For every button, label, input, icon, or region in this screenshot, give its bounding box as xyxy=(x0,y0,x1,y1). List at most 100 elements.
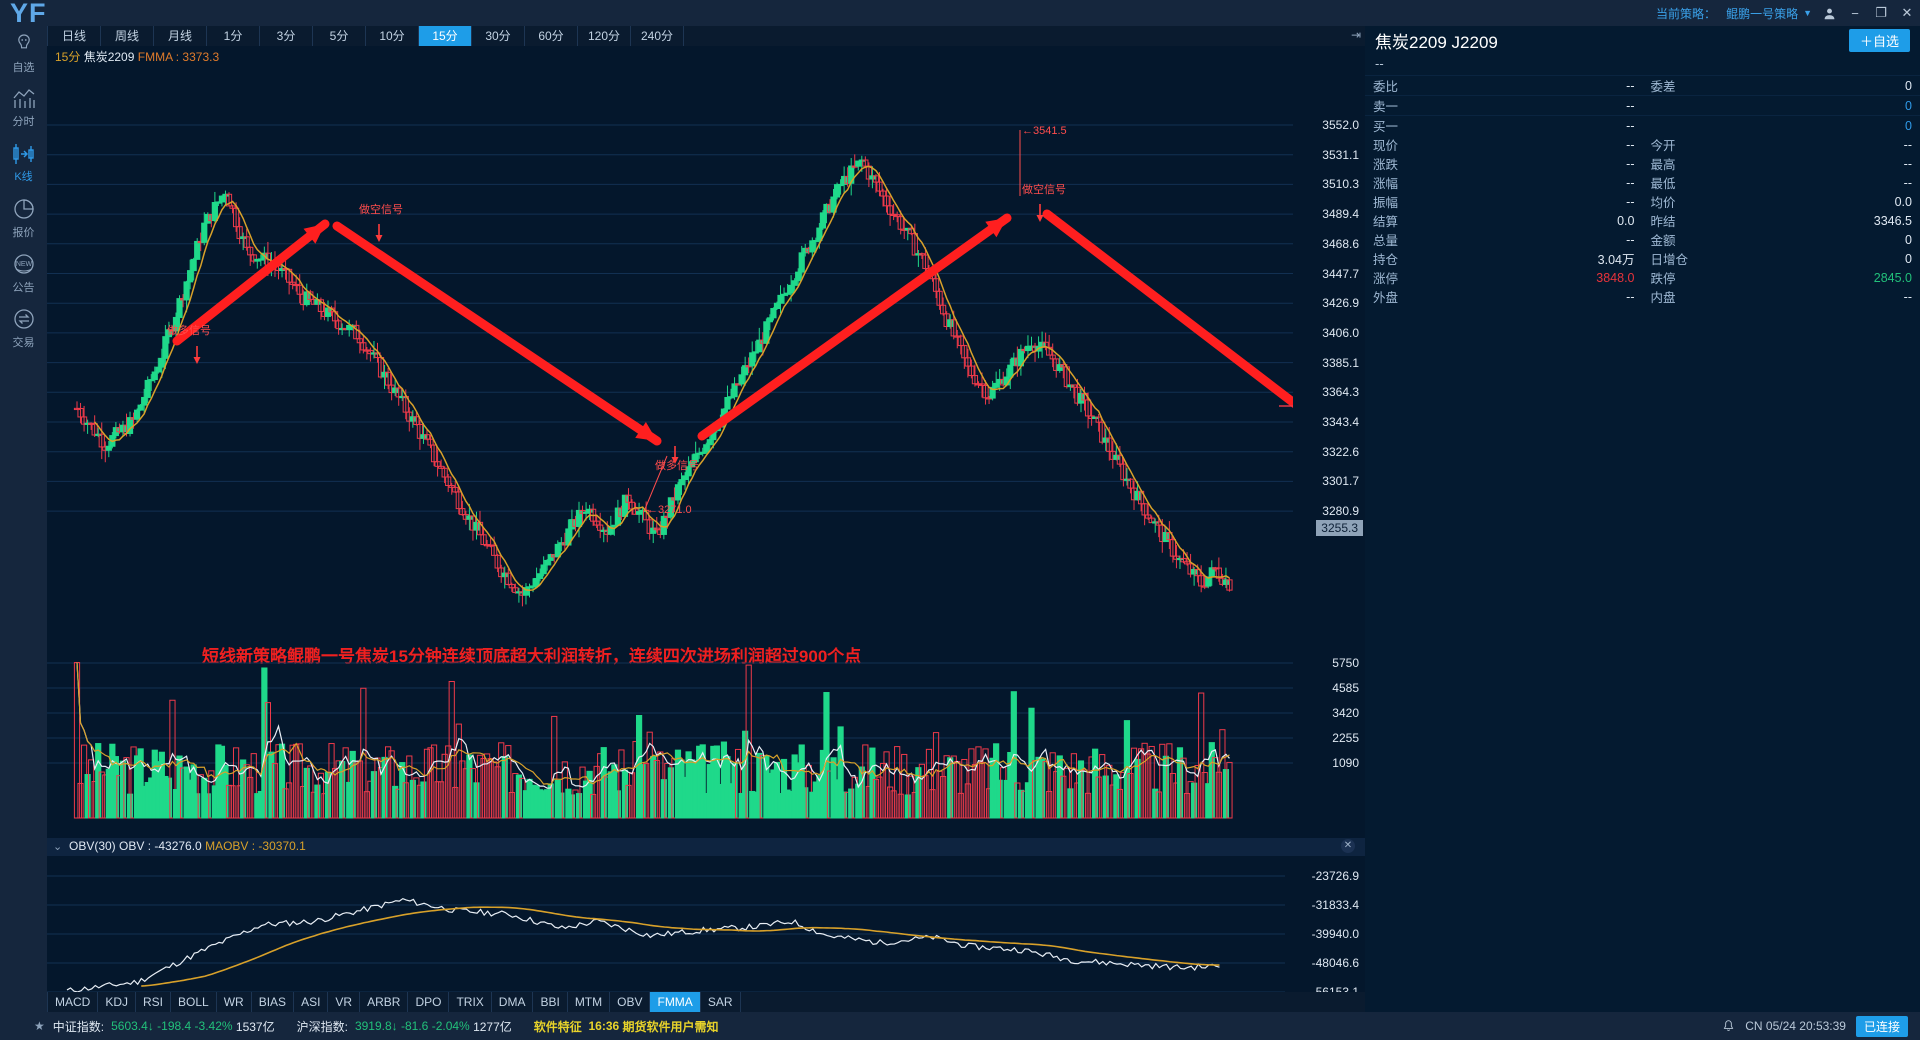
star-icon[interactable]: ★ xyxy=(34,1019,45,1033)
price-axis-label: 3489.4 xyxy=(1322,207,1359,222)
legend-indicator: FMMA : 3373.3 xyxy=(137,50,220,64)
legend-period: 15分 xyxy=(55,50,81,64)
sidebar-item-kline[interactable]: K线 xyxy=(0,136,47,191)
period-tab-1[interactable]: 周线 xyxy=(101,26,154,47)
add-to-favorites-button[interactable]: ＋自选 xyxy=(1848,29,1910,52)
quote-value: -- xyxy=(1626,194,1635,209)
main-price-chart[interactable]: 15分 焦炭2209 FMMA : 3373.3 ←3541.5 做空信号 做空信号… xyxy=(47,46,1365,641)
price-axis-label: 3343.4 xyxy=(1322,415,1359,429)
indicator-tab-rsi[interactable]: RSI xyxy=(136,992,172,1013)
indicator-tab-dma[interactable]: DMA xyxy=(491,992,534,1013)
chevron-down-icon[interactable]: ⌄ xyxy=(53,841,63,853)
quote-label: 委比 xyxy=(1373,80,1399,94)
volume-plot xyxy=(47,662,1293,819)
quote-label: 日增仓 xyxy=(1650,253,1689,267)
svg-text:←3271.0: ←3271.0 xyxy=(647,504,692,516)
minimize-button[interactable]: − xyxy=(1851,5,1859,21)
indicator-tab-vr[interactable]: VR xyxy=(328,992,361,1013)
sidebar-item-quote[interactable]: 报价 xyxy=(0,191,47,246)
period-tab-2[interactable]: 月线 xyxy=(154,26,207,47)
indicator-tab-sar[interactable]: SAR xyxy=(700,992,741,1013)
obv-axis-label: -31833.4 xyxy=(1311,898,1359,912)
period-tab-11[interactable]: 240分 xyxy=(631,26,684,47)
indicator-tab-macd[interactable]: MACD xyxy=(47,992,99,1013)
index2-amount: 1277亿 xyxy=(473,1019,512,1034)
quote-label: 昨结 xyxy=(1650,215,1676,229)
legend-symbol: 焦炭2209 xyxy=(83,50,135,64)
sidebar-item-favorites[interactable]: 自选 xyxy=(0,26,47,81)
quote-label: 结算 xyxy=(1373,215,1399,229)
maximize-button[interactable]: ❐ xyxy=(1875,5,1887,20)
quote-panel: 焦炭2209 J2209 ＋自选 -- 委比 -- 委差 0 卖一 -- 0 买一 -- 0 现价 -… xyxy=(1365,26,1920,1012)
index2-percent: -2.04% xyxy=(431,1019,470,1033)
close-icon[interactable]: ✕ xyxy=(1341,839,1355,853)
notice-tag: 软件特征 xyxy=(533,1019,582,1034)
quote-subvalue: -- xyxy=(1375,56,1384,71)
indicator-tab-bbi[interactable]: BBI xyxy=(533,992,568,1013)
quote-pie-icon xyxy=(13,199,34,219)
indicator-tab-boll[interactable]: BOLL xyxy=(171,992,217,1013)
notice-time: 16:36 xyxy=(588,1019,620,1033)
quote-label: 委差 xyxy=(1650,80,1676,94)
period-tab-5[interactable]: 5分 xyxy=(313,26,366,47)
quote-value: -- xyxy=(1903,156,1912,171)
bell-icon[interactable] xyxy=(1722,1019,1735,1033)
quote-value: -- xyxy=(1903,175,1912,190)
sidebar-item-label: 交易 xyxy=(12,337,35,349)
quote-label: 涨停 xyxy=(1373,272,1399,286)
period-tab-4[interactable]: 3分 xyxy=(260,26,313,47)
indicator-tab-mtm[interactable]: MTM xyxy=(567,992,611,1013)
candlestick-icon xyxy=(12,144,34,164)
price-axis-label: 3280.9 xyxy=(1322,504,1359,519)
current-price-tag: 3255.3 xyxy=(1316,520,1363,536)
period-tab-7[interactable]: 15分 xyxy=(419,26,472,47)
indicator-tab-trix[interactable]: TRIX xyxy=(449,992,492,1013)
indicator-tab-kdj[interactable]: KDJ xyxy=(98,992,137,1013)
volume-axis-label: 1090 xyxy=(1332,756,1359,770)
obv-label: OBV(30) OBV : -43276.0 xyxy=(69,839,202,853)
quote-value: 3346.5 xyxy=(1873,213,1912,228)
chart-area: 15分 焦炭2209 FMMA : 3373.3 ←3541.5 做空信号 做空信号… xyxy=(47,46,1365,1027)
notice-text[interactable]: 期货软件用户需知 xyxy=(622,1019,719,1034)
indicator-tab-asi[interactable]: ASI xyxy=(294,992,329,1013)
quote-label: 最低 xyxy=(1650,177,1676,191)
obv-title: OBV(30) OBV : -43276.0 MAOBV : -30370.1 xyxy=(69,839,306,853)
strategy-selector[interactable]: 鲲鹏一号策略 ▼ xyxy=(1722,5,1816,22)
indicator-tab-bias[interactable]: BIAS xyxy=(251,992,295,1013)
quote-row: 涨停 3848.0 跌停 2845.0 xyxy=(1365,268,1920,287)
period-tab-0[interactable]: 日线 xyxy=(47,26,101,47)
quote-label: 金额 xyxy=(1650,234,1676,248)
close-button[interactable]: ✕ xyxy=(1901,5,1913,20)
indicator-tab-dpo[interactable]: DPO xyxy=(408,992,450,1013)
indicator-tab-fmma[interactable]: FMMA xyxy=(650,992,701,1013)
period-tab-9[interactable]: 60分 xyxy=(525,26,578,47)
obv-axis-label: -48046.6 xyxy=(1311,956,1359,970)
indicator-tab-obv[interactable]: OBV xyxy=(610,992,651,1013)
period-tab-10[interactable]: 120分 xyxy=(578,26,631,47)
sidebar: 自选 分时 K线 报价 xyxy=(0,26,47,1040)
sidebar-item-trade[interactable]: 交易 xyxy=(0,301,47,356)
favorites-icon xyxy=(17,34,30,49)
period-tab-bar: 日线 周线 月线 1分 3分 5分 10分 15分 30分 60分 120分 240分 ⇥ xyxy=(47,26,1365,47)
quote-row: 涨幅 -- 最低 -- xyxy=(1365,173,1920,192)
svg-text:做多信号: 做多信号 xyxy=(655,458,699,472)
quote-value: -- xyxy=(1626,289,1635,304)
svg-text:做多信号: 做多信号 xyxy=(167,323,211,337)
quote-value: -- xyxy=(1626,98,1635,113)
period-tab-3[interactable]: 1分 xyxy=(207,26,260,47)
sidebar-item-announcement[interactable]: NEW 公告 xyxy=(0,246,47,301)
indicator-tab-wr[interactable]: WR xyxy=(216,992,252,1013)
new-announcement-icon: NEW xyxy=(13,254,34,274)
quote-value: -- xyxy=(1626,175,1635,190)
quote-row: 涨跌 -- 最高 -- xyxy=(1365,154,1920,173)
quote-value: -- xyxy=(1903,137,1912,152)
indicator-tab-arbr[interactable]: ARBR xyxy=(360,992,409,1013)
quote-symbol-title: 焦炭2209 J2209 xyxy=(1375,32,1498,52)
user-icon[interactable] xyxy=(1816,0,1842,26)
period-tab-8[interactable]: 30分 xyxy=(472,26,525,47)
app-logo: YF xyxy=(10,0,47,28)
sidebar-item-timeline[interactable]: 分时 xyxy=(0,81,47,136)
collapse-panel-icon[interactable]: ⇥ xyxy=(1350,28,1361,42)
sidebar-item-label: 自选 xyxy=(12,62,35,74)
period-tab-6[interactable]: 10分 xyxy=(366,26,419,47)
